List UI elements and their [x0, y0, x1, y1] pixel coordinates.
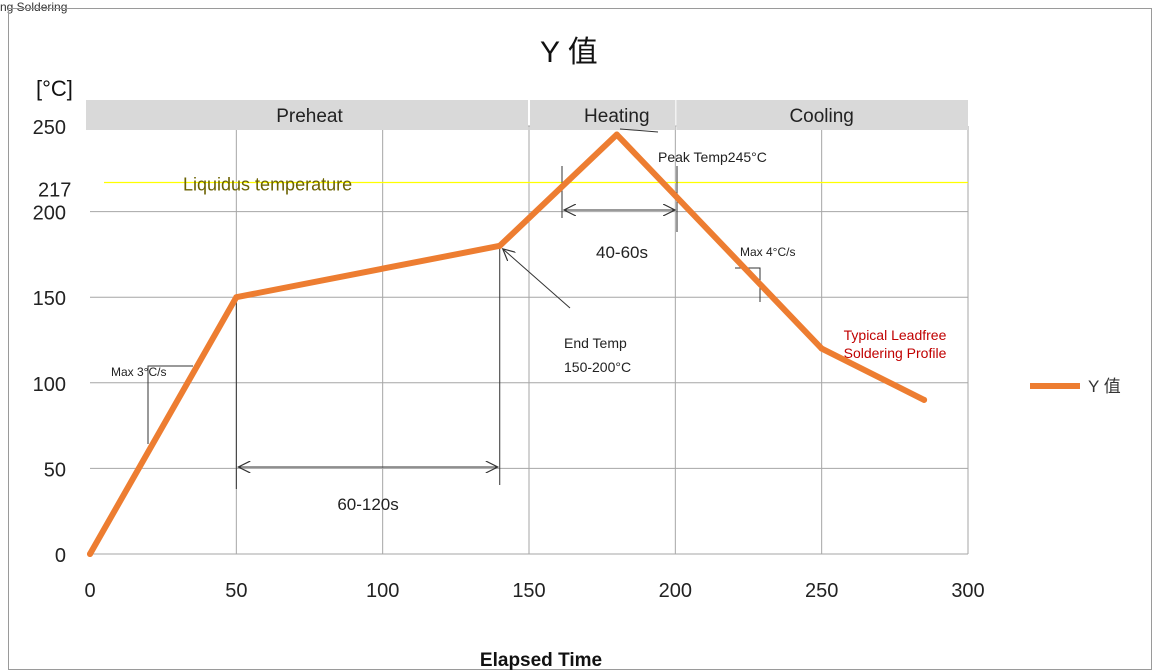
ramp-down-label: Max 4°C/s [740, 245, 795, 259]
x-tick-label: 300 [951, 580, 984, 602]
y-tick-label: 100 [33, 374, 66, 396]
data-point [233, 294, 240, 301]
chart-frame [8, 8, 1152, 670]
tal-label: 40-60s [596, 243, 648, 262]
x-tick-label: 150 [512, 580, 545, 602]
chart-title: Y 值 [540, 36, 598, 69]
top-caption: ng Soldering [0, 0, 68, 14]
y-tick-label: 250 [33, 117, 66, 139]
phase-band [86, 100, 528, 130]
legend: Y 值 [1030, 377, 1121, 396]
ramp-up-bracket [147, 365, 193, 444]
phase-bands: Preheat Heating Cooling [86, 100, 968, 130]
data-point [87, 551, 93, 557]
series-line [87, 131, 928, 557]
data-point [921, 396, 928, 403]
annotations: 60-120s 40-60s Peak Temp245°C End Temp 150-2… [111, 128, 947, 514]
x-tick-label: 100 [366, 580, 399, 602]
x-tick-label: 200 [659, 580, 692, 602]
axes: Y 值 [°C] 0 50 100 150 200 250 0 50 100 150 200 250 300… [33, 36, 985, 671]
y-tick-label: 50 [44, 459, 66, 481]
liquidus-reference: Liquidus temperature 217 [38, 174, 968, 201]
phase-label-preheat: Preheat [276, 106, 343, 127]
peak-leader [619, 128, 659, 133]
phase-label-cooling: Cooling [789, 106, 853, 127]
y-tick-label: 200 [33, 203, 66, 225]
end-temp-label-1: End Temp [564, 335, 627, 351]
y-tick-label: 150 [33, 288, 66, 310]
liquidus-value-label: 217 [38, 179, 71, 201]
data-point [818, 345, 825, 352]
legend-label: Y 值 [1088, 377, 1121, 396]
y-tick-label: 0 [55, 545, 66, 567]
peak-label: Peak Temp245°C [658, 149, 767, 165]
profile-label-2: Soldering Profile [844, 345, 947, 361]
end-temp-arrow [503, 249, 571, 309]
x-tick-label: 0 [84, 580, 95, 602]
soak-time-label: 60-120s [337, 495, 398, 514]
x-tick-label: 50 [225, 580, 247, 602]
ramp-up-label: Max 3°C/s [111, 365, 166, 379]
phase-label-heating: Heating [584, 106, 650, 127]
x-axis-title: Elapsed Time [480, 650, 602, 671]
data-point [613, 131, 620, 138]
x-tick-label: 250 [805, 580, 838, 602]
liquidus-label: Liquidus temperature [183, 174, 352, 194]
profile-label-1: Typical Leadfree [844, 327, 947, 343]
y-axis-unit: [°C] [36, 76, 73, 101]
end-temp-label-2: 150-200°C [564, 359, 631, 375]
phase-band [530, 100, 676, 130]
data-point [496, 242, 503, 249]
phase-band [676, 100, 968, 130]
series [87, 131, 928, 557]
